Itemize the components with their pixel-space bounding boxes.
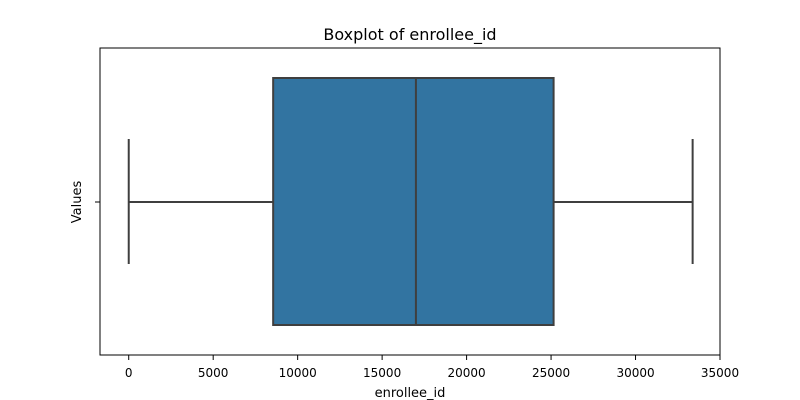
x-tick-label: 0 bbox=[125, 366, 133, 380]
y-axis-label: Values bbox=[70, 181, 85, 224]
x-axis-label: enrollee_id bbox=[375, 386, 446, 400]
x-tick-label: 10000 bbox=[279, 366, 317, 380]
x-tick-label: 5000 bbox=[198, 366, 229, 380]
box-group bbox=[127, 77, 694, 326]
x-tick-label: 35000 bbox=[701, 366, 739, 380]
x-axis-ticks: 0 5000 10000 15000 20000 25000 30000 35000 bbox=[125, 355, 739, 380]
iqr-box bbox=[272, 77, 555, 326]
x-tick-label: 25000 bbox=[532, 366, 570, 380]
x-tick-label: 30000 bbox=[616, 366, 654, 380]
chart-title: Boxplot of enrollee_id bbox=[323, 25, 496, 45]
x-tick-label: 15000 bbox=[363, 366, 401, 380]
x-tick-label: 20000 bbox=[448, 366, 486, 380]
